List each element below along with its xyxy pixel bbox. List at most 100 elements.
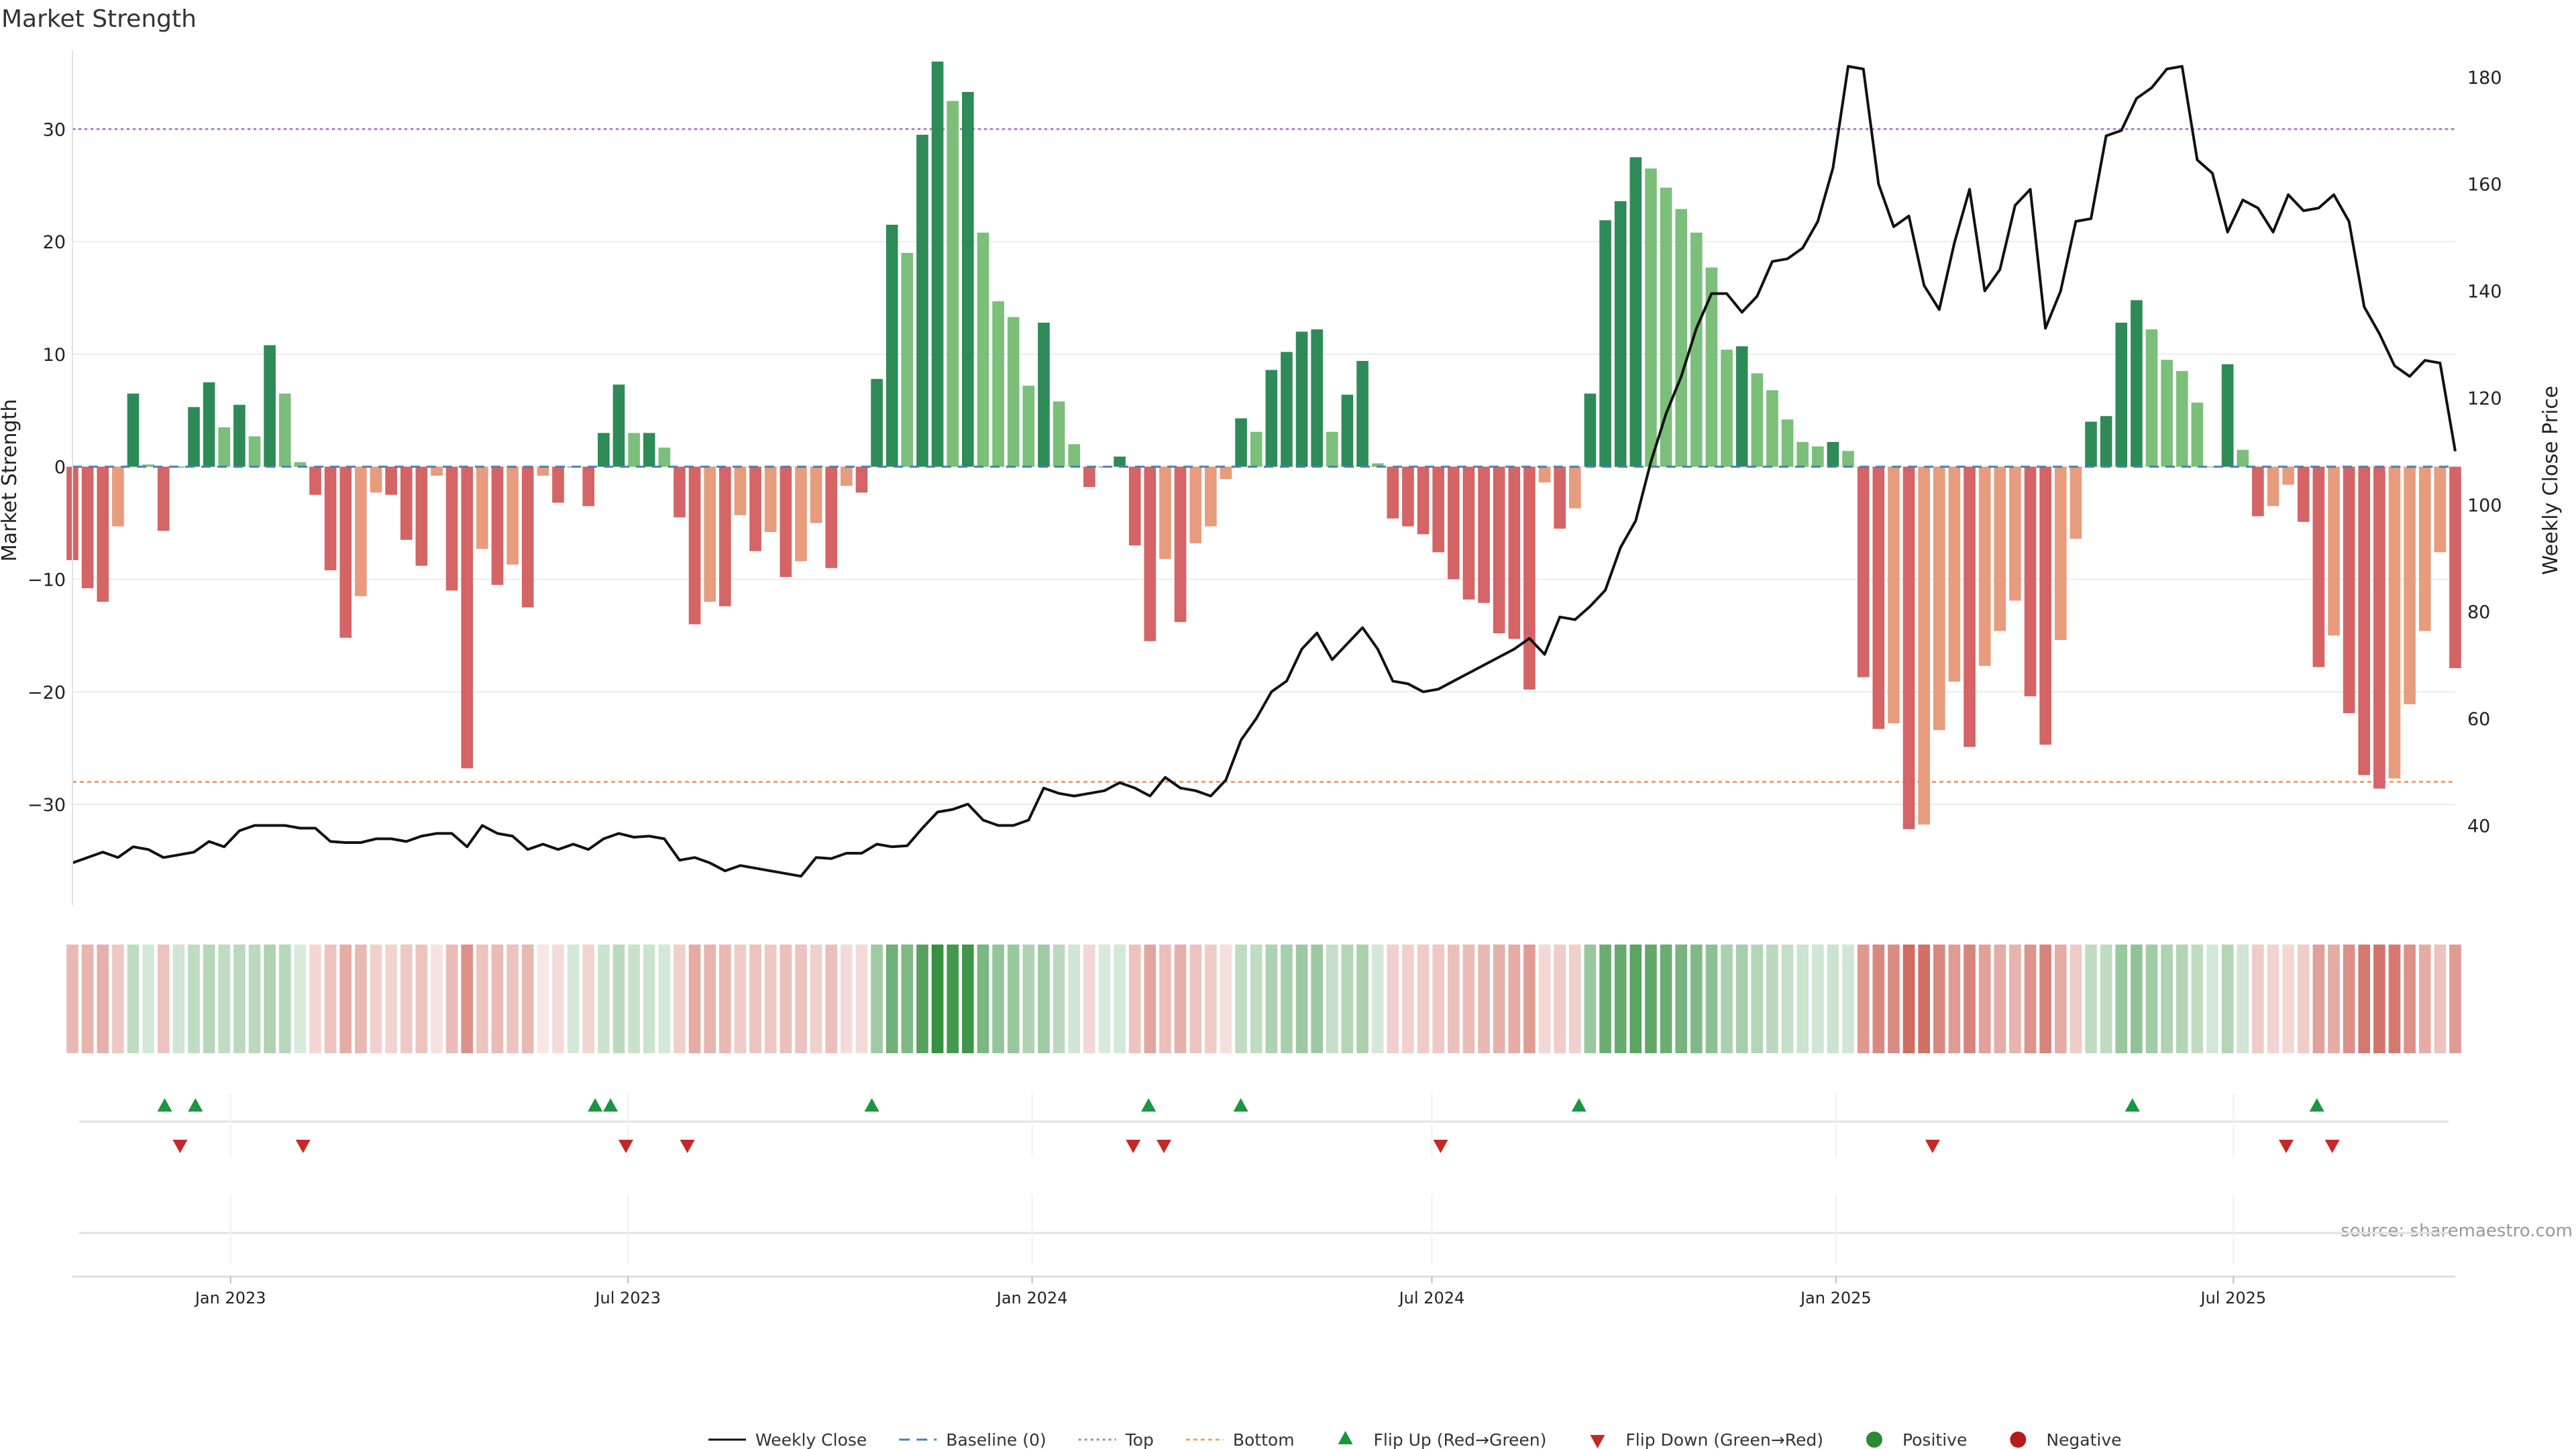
heat-cell	[841, 945, 853, 1053]
strength-bar	[1978, 466, 1991, 666]
heat-cell	[2418, 945, 2431, 1053]
heat-cell	[1007, 945, 1020, 1053]
heat-cell	[370, 945, 382, 1053]
heat-cell	[1705, 945, 1718, 1053]
strength-bar	[2176, 371, 2188, 467]
heat-cell	[1735, 945, 1748, 1053]
strength-bar	[264, 345, 276, 467]
heat-cell	[901, 945, 914, 1053]
strength-bar	[2145, 329, 2158, 467]
strength-bar	[582, 466, 595, 506]
strength-bar	[1781, 419, 1794, 467]
heat-cell	[1842, 945, 1854, 1053]
heat-cell	[1994, 945, 2006, 1053]
heat-cell	[2176, 945, 2188, 1053]
strength-bar	[1660, 187, 1672, 467]
strength-bar	[552, 466, 564, 503]
strength-bar	[598, 433, 610, 467]
x-tick-label: Jan 2024	[996, 1289, 1068, 1307]
strength-bar	[1174, 466, 1187, 623]
strength-bar	[506, 466, 519, 565]
legend-label: Flip Up (Red→Green)	[1374, 1430, 1547, 1449]
flip-down-marker	[172, 1140, 188, 1153]
strength-bar	[1721, 350, 1733, 467]
heat-cell	[415, 945, 428, 1053]
flip-down-marker	[2324, 1140, 2340, 1153]
strength-bar	[1326, 431, 1338, 467]
flip-down-marker	[1433, 1140, 1448, 1153]
strength-bar	[1371, 463, 1384, 467]
strength-bar	[1645, 168, 1657, 467]
strength-bar	[2070, 466, 2082, 539]
heat-cell	[1204, 945, 1217, 1053]
strength-bar	[2252, 466, 2264, 517]
heat-cell	[1022, 945, 1035, 1053]
strength-bar	[916, 134, 928, 467]
heat-cell	[855, 945, 868, 1053]
heat-cell	[400, 945, 413, 1053]
strength-bar	[537, 466, 549, 476]
strength-bar	[1204, 466, 1217, 527]
heat-cell	[1068, 945, 1081, 1053]
heat-cell	[506, 945, 519, 1053]
strength-bar	[309, 466, 321, 495]
heat-cell	[2145, 945, 2158, 1053]
heat-cell	[1387, 945, 1399, 1053]
heat-cell	[127, 945, 140, 1053]
source-note: source: sharemaestro.com	[2341, 1221, 2573, 1241]
heat-cell	[2328, 945, 2340, 1053]
legend-swatch-tri-up	[1338, 1431, 1353, 1444]
heat-cell	[1432, 945, 1445, 1053]
strength-bar	[1796, 441, 1809, 467]
strength-bar	[977, 232, 989, 467]
legend-label: Weekly Close	[755, 1430, 867, 1449]
heat-cell	[491, 945, 504, 1053]
heat-cell	[1933, 945, 1945, 1053]
heat-cell	[2115, 945, 2128, 1053]
heat-cell	[674, 945, 686, 1053]
strength-bar	[1948, 466, 1961, 682]
y-axis-right-label: Weekly Close Price	[2539, 386, 2563, 575]
heat-cell	[825, 945, 838, 1053]
heat-cell	[1265, 945, 1278, 1053]
strength-bar	[1295, 331, 1308, 467]
heat-cell	[2024, 945, 2037, 1053]
strength-bar	[1128, 466, 1141, 546]
strength-bar	[2024, 466, 2037, 696]
legend-item: Flip Down (Green→Red)	[1590, 1430, 1823, 1449]
heat-cell	[385, 945, 397, 1053]
strength-bar	[2434, 466, 2447, 553]
strength-bar	[1827, 441, 1839, 467]
strength-bar	[1751, 373, 1764, 467]
heat-cell	[476, 945, 488, 1053]
heat-cell	[309, 945, 321, 1053]
heat-cell	[643, 945, 655, 1053]
heat-cell	[2039, 945, 2051, 1053]
strength-bar	[1447, 466, 1460, 580]
strength-bar	[385, 466, 397, 495]
heat-cell	[2131, 945, 2143, 1053]
heat-cell	[1326, 945, 1338, 1053]
strength-bar	[2085, 421, 2097, 467]
heat-cell	[218, 945, 231, 1053]
strength-bar	[2100, 416, 2112, 467]
strength-bar	[2358, 466, 2371, 775]
heat-cell	[2206, 945, 2218, 1053]
y-left-tick-label: 10	[43, 345, 66, 366]
heat-cell	[2161, 945, 2173, 1053]
strength-bar	[780, 466, 792, 578]
strength-bar	[2115, 322, 2128, 467]
strength-bar	[2343, 466, 2355, 714]
strength-bar	[1584, 393, 1597, 467]
heat-cell	[1721, 945, 1733, 1053]
strength-bar	[1493, 466, 1505, 634]
heat-cell	[1568, 945, 1581, 1053]
strength-bar	[719, 466, 731, 606]
heat-cell	[1235, 945, 1247, 1053]
heat-cell	[1250, 945, 1263, 1053]
strength-bar	[1554, 466, 1566, 529]
heat-cell	[931, 945, 944, 1053]
strength-bar	[2328, 466, 2340, 636]
flip-down-marker	[2278, 1140, 2294, 1153]
